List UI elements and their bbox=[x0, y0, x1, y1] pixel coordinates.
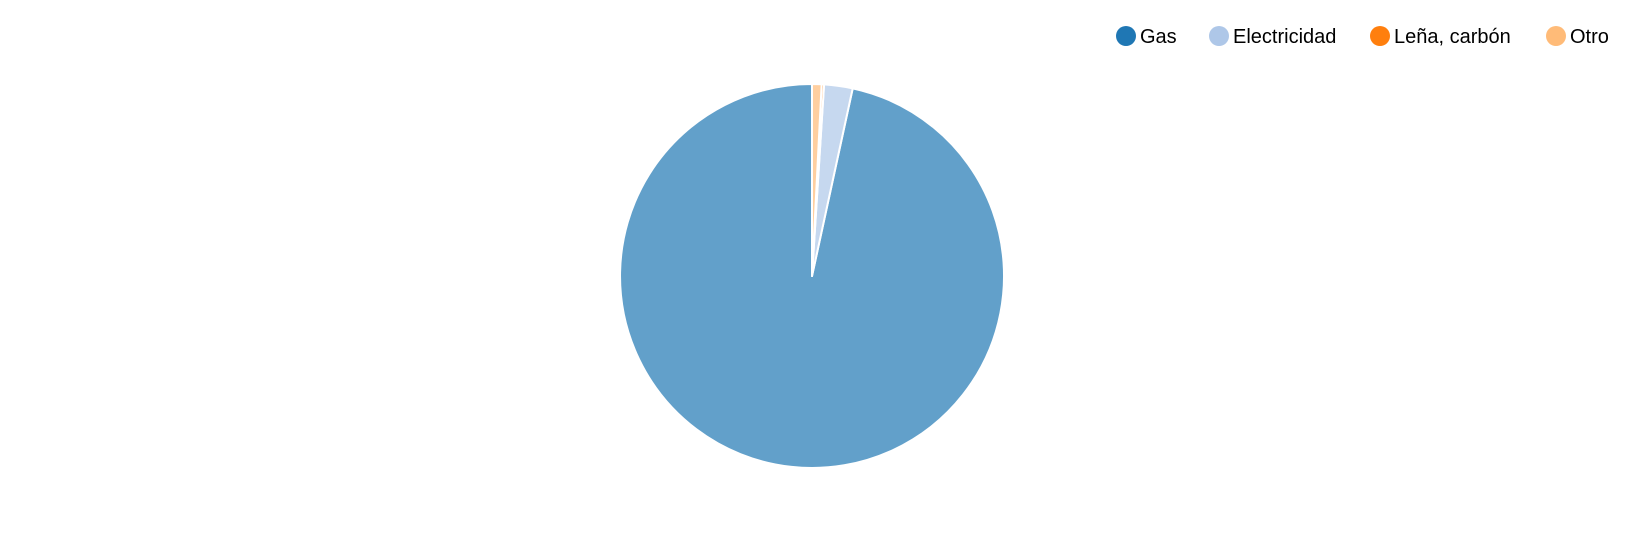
legend-label-1: Electricidad bbox=[1233, 26, 1336, 48]
legend: Gas Electricidad Leña, carbón Otro bbox=[1116, 26, 1609, 48]
legend-marker-3 bbox=[1546, 26, 1566, 46]
pie-slices bbox=[619, 82, 1005, 469]
legend-label-3: Otro bbox=[1570, 26, 1609, 48]
legend-label-2: Leña, carbón bbox=[1394, 26, 1511, 48]
legend-marker-1 bbox=[1209, 26, 1229, 46]
legend-label-0: Gas bbox=[1140, 26, 1177, 48]
pie-slice-3 bbox=[811, 82, 823, 277]
legend-marker-0 bbox=[1116, 26, 1136, 46]
legend-marker-2 bbox=[1370, 26, 1390, 46]
